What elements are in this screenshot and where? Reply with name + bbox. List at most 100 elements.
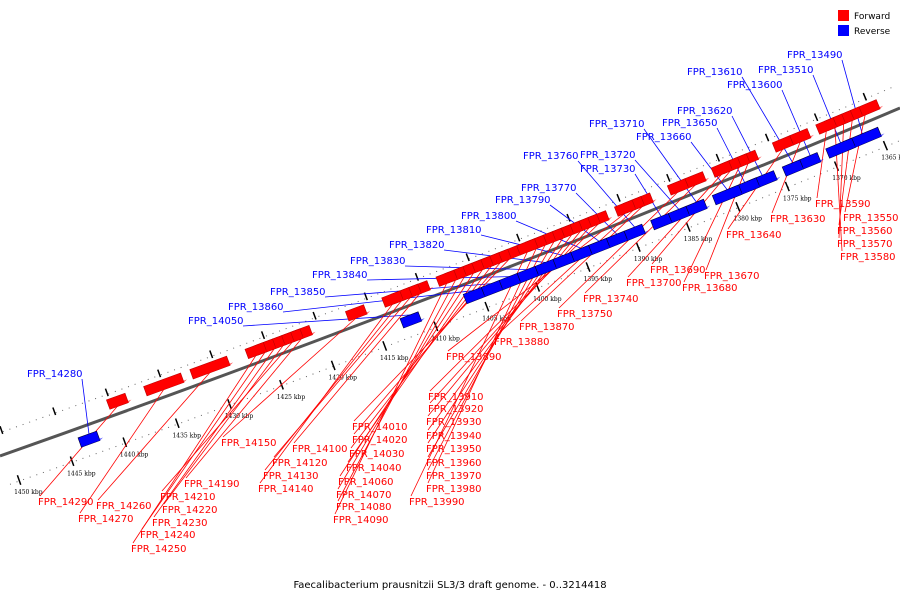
label-fpr-14120[interactable]: FPR_14120	[272, 458, 328, 469]
scale-tick	[174, 418, 180, 429]
label-fpr-13980[interactable]: FPR_13980	[426, 484, 482, 495]
label-fpr-13790[interactable]: FPR_13790	[495, 195, 551, 206]
label-fpr-13670[interactable]: FPR_13670	[704, 271, 760, 282]
label-fpr-13610[interactable]: FPR_13610	[687, 67, 743, 78]
label-fpr-13510[interactable]: FPR_13510	[758, 65, 814, 76]
label-fpr-14030[interactable]: FPR_14030	[349, 449, 405, 460]
gene-fpr-14140[interactable]	[381, 290, 404, 308]
label-fpr-13950[interactable]: FPR_13950	[426, 444, 482, 455]
label-fpr-14280[interactable]: FPR_14280	[27, 369, 83, 380]
label-fpr-13770[interactable]: FPR_13770	[521, 183, 577, 194]
gene-fpr-14050[interactable]	[399, 311, 423, 329]
map-caption: Faecalibacterium prausnitzii SL3/3 draft…	[293, 580, 606, 591]
label-fpr-14250[interactable]: FPR_14250	[131, 544, 187, 555]
gene-fpr-13640[interactable]	[771, 135, 794, 153]
label-fpr-14130[interactable]: FPR_14130	[263, 471, 319, 482]
label-fpr-13740[interactable]: FPR_13740	[583, 294, 639, 305]
label-fpr-14150[interactable]: FPR_14150	[221, 438, 277, 449]
label-fpr-13930[interactable]: FPR_13930	[426, 417, 482, 428]
label-fpr-14100[interactable]: FPR_14100	[292, 444, 348, 455]
label-fpr-13850[interactable]: FPR_13850	[270, 287, 326, 298]
gene-fpr-13700[interactable]	[710, 160, 733, 178]
label-fpr-13810[interactable]: FPR_13810	[426, 225, 482, 236]
label-fpr-13700[interactable]: FPR_13700	[626, 278, 682, 289]
gene-fpr-13730[interactable]	[650, 213, 673, 231]
gene-fpr-13850[interactable]	[480, 280, 504, 298]
gene-fpr-14250[interactable]	[244, 342, 268, 359]
gene-fpr-13860[interactable]	[462, 287, 486, 305]
label-fpr-14040[interactable]: FPR_14040	[346, 463, 402, 474]
label-fpr-14020[interactable]: FPR_14020	[352, 435, 408, 446]
label-fpr-14050[interactable]: FPR_14050	[188, 316, 244, 327]
scale-tick-label: 1370 kbp	[832, 175, 861, 182]
label-fpr-13970[interactable]: FPR_13970	[426, 471, 482, 482]
label-fpr-13680[interactable]: FPR_13680	[682, 283, 738, 294]
label-fpr-13750[interactable]: FPR_13750	[557, 309, 613, 320]
gene-fpr-13770[interactable]	[605, 230, 629, 248]
gene-fpr-13790[interactable]	[588, 237, 611, 255]
label-fpr-13690[interactable]: FPR_13690	[650, 265, 706, 276]
label-fpr-13870[interactable]: FPR_13870	[519, 322, 575, 333]
label-fpr-13660[interactable]: FPR_13660	[636, 132, 692, 143]
gene-fpr-14150[interactable]	[345, 304, 368, 322]
label-fpr-13600[interactable]: FPR_13600	[727, 80, 783, 91]
label-fpr-13840[interactable]: FPR_13840	[312, 270, 368, 281]
label-fpr-13940[interactable]: FPR_13940	[426, 431, 482, 442]
gene-fpr-13630-shade	[793, 134, 814, 145]
gene-fpr-14260[interactable]	[189, 355, 231, 380]
label-fpr-13860[interactable]: FPR_13860	[228, 302, 284, 313]
label-fpr-13560[interactable]: FPR_13560	[837, 226, 893, 237]
label-fpr-13640[interactable]: FPR_13640	[726, 230, 782, 241]
label-fpr-13830[interactable]: FPR_13830	[350, 256, 406, 267]
label-fpr-13630[interactable]: FPR_13630	[770, 214, 826, 225]
leader-line	[427, 248, 537, 484]
label-fpr-13710[interactable]: FPR_13710	[589, 119, 645, 130]
label-fpr-14270[interactable]: FPR_14270	[78, 514, 134, 525]
label-fpr-13800[interactable]: FPR_13800	[461, 211, 517, 222]
label-fpr-14260[interactable]: FPR_14260	[96, 501, 152, 512]
gene-fpr-14290[interactable]	[106, 392, 129, 410]
leader-line	[844, 114, 866, 213]
gene-fpr-14150-shade	[348, 311, 371, 321]
label-fpr-14060[interactable]: FPR_14060	[338, 477, 394, 488]
label-fpr-14080[interactable]: FPR_14080	[336, 502, 392, 513]
label-fpr-13570[interactable]: FPR_13570	[837, 239, 893, 250]
leader-line	[97, 372, 211, 501]
gene-fpr-13890[interactable]	[614, 199, 637, 217]
gene-fpr-13510[interactable]	[825, 137, 856, 159]
label-fpr-14140[interactable]: FPR_14140	[258, 484, 314, 495]
gene-fpr-13740[interactable]	[684, 171, 707, 189]
label-fpr-13720[interactable]: FPR_13720	[580, 150, 636, 161]
scale-tick	[833, 161, 840, 172]
label-fpr-13620[interactable]: FPR_13620	[677, 106, 733, 117]
gene-fpr-13750[interactable]	[666, 178, 690, 196]
gene-fpr-14090[interactable]	[435, 269, 458, 287]
label-fpr-13880[interactable]: FPR_13880	[494, 337, 550, 348]
label-fpr-14240[interactable]: FPR_14240	[140, 530, 196, 541]
label-fpr-13890[interactable]: FPR_13890	[446, 352, 502, 363]
label-fpr-13960[interactable]: FPR_13960	[426, 458, 482, 469]
label-fpr-13490[interactable]: FPR_13490	[787, 50, 843, 61]
label-fpr-14220[interactable]: FPR_14220	[162, 505, 218, 516]
label-fpr-13550[interactable]: FPR_13550	[843, 213, 899, 224]
label-fpr-13920[interactable]: FPR_13920	[428, 404, 484, 415]
label-fpr-13910[interactable]: FPR_13910	[428, 392, 484, 403]
label-fpr-14190[interactable]: FPR_14190	[184, 479, 240, 490]
label-fpr-14070[interactable]: FPR_14070	[336, 490, 392, 501]
leader-line	[293, 293, 420, 444]
label-fpr-13760[interactable]: FPR_13760	[523, 151, 579, 162]
label-fpr-13650[interactable]: FPR_13650	[662, 118, 718, 129]
label-fpr-13820[interactable]: FPR_13820	[389, 240, 445, 251]
gene-fpr-13760[interactable]	[623, 223, 646, 241]
label-fpr-14210[interactable]: FPR_14210	[160, 492, 216, 503]
label-fpr-14290[interactable]: FPR_14290	[38, 497, 94, 508]
label-fpr-13580[interactable]: FPR_13580	[840, 252, 896, 263]
gene-fpr-13840[interactable]	[498, 273, 522, 291]
label-fpr-14230[interactable]: FPR_14230	[152, 518, 208, 529]
label-fpr-14010[interactable]: FPR_14010	[352, 422, 408, 433]
label-fpr-13730[interactable]: FPR_13730	[580, 164, 636, 175]
label-fpr-13590[interactable]: FPR_13590	[815, 199, 871, 210]
label-fpr-13990[interactable]: FPR_13990	[409, 497, 465, 508]
label-fpr-14090[interactable]: FPR_14090	[333, 515, 389, 526]
gene-fpr-13810[interactable]	[552, 252, 575, 270]
